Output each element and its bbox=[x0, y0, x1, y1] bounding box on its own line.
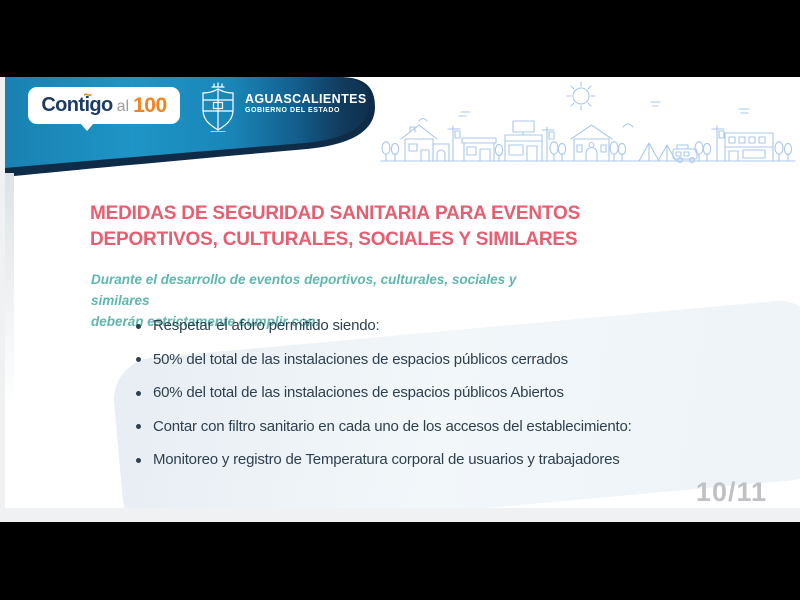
bullet-dot-icon bbox=[136, 390, 141, 396]
bullet-list: Respetar el aforo permitido siendo: 50% … bbox=[136, 316, 776, 484]
title-bold-part-line1: PARA EVENTOS bbox=[434, 203, 581, 224]
slide-canvas: Contigo ~ al 100 AGUASCALIENTES GOBIERNO… bbox=[5, 77, 800, 508]
speech-bubble-tail-icon bbox=[80, 123, 94, 131]
logo-word-contigo: Contigo ~ bbox=[41, 87, 113, 116]
left-edge-shading bbox=[5, 173, 14, 408]
bullet-text: 50% del total de las instalaciones de es… bbox=[153, 350, 568, 368]
bullet-text: Contar con filtro sanitario en cada uno … bbox=[153, 417, 632, 435]
bullet-text: Monitoreo y registro de Temperatura corp… bbox=[153, 451, 620, 468]
coat-of-arms-icon bbox=[202, 82, 234, 132]
bullet-dot-icon bbox=[136, 323, 141, 329]
intro-line2: deberán estrictamente cumplir con: bbox=[91, 314, 320, 329]
logo-word-al: al bbox=[116, 97, 130, 115]
list-item: 50% del total de las instalaciones de es… bbox=[136, 350, 776, 384]
contigo-logo: Contigo ~ al 100 bbox=[28, 87, 180, 131]
government-wordmark: AGUASCALIENTES GOBIERNO DEL ESTADO bbox=[245, 92, 367, 114]
intro-line1: Durante el desarrollo de eventos deporti… bbox=[91, 272, 517, 308]
viewer-bottom-margin bbox=[0, 508, 800, 522]
list-item: 60% del total de las instalaciones de es… bbox=[136, 383, 776, 417]
government-name: AGUASCALIENTES bbox=[245, 92, 367, 106]
logo-word-100: 100 bbox=[133, 93, 167, 117]
page-title: MEDIDAS DE SEGURIDAD SANITARIA PARA EVEN… bbox=[90, 201, 650, 253]
intro-text: Durante el desarrollo de eventos deporti… bbox=[91, 269, 571, 332]
page-indicator: 10/11 bbox=[695, 477, 767, 507]
list-item: Monitoreo y registro de Temperatura corp… bbox=[136, 450, 776, 484]
title-regular-part: MEDIDAS DE SEGURIDAD SANITARIA bbox=[90, 203, 430, 224]
bullet-text: 60% del total de las instalaciones de es… bbox=[153, 384, 564, 401]
list-item: Contar con filtro sanitario en cada uno … bbox=[136, 417, 776, 451]
list-item: Respetar el aforo permitido siendo: bbox=[136, 316, 776, 350]
skyline-illustration bbox=[380, 81, 796, 163]
title-bold-part-line2: DEPORTIVOS, CULTURALES, SOCIALES Y SIMIL… bbox=[90, 229, 578, 250]
bullet-dot-icon bbox=[136, 357, 141, 362]
bullet-dot-icon bbox=[136, 424, 141, 429]
viewer-left-margin bbox=[0, 77, 5, 508]
bullet-text: Respetar el aforo permitido siendo: bbox=[153, 317, 380, 334]
government-subtitle: GOBIERNO DEL ESTADO bbox=[245, 107, 340, 114]
logo-orange-accent: ~ bbox=[83, 87, 92, 104]
bullet-dot-icon bbox=[136, 457, 141, 463]
